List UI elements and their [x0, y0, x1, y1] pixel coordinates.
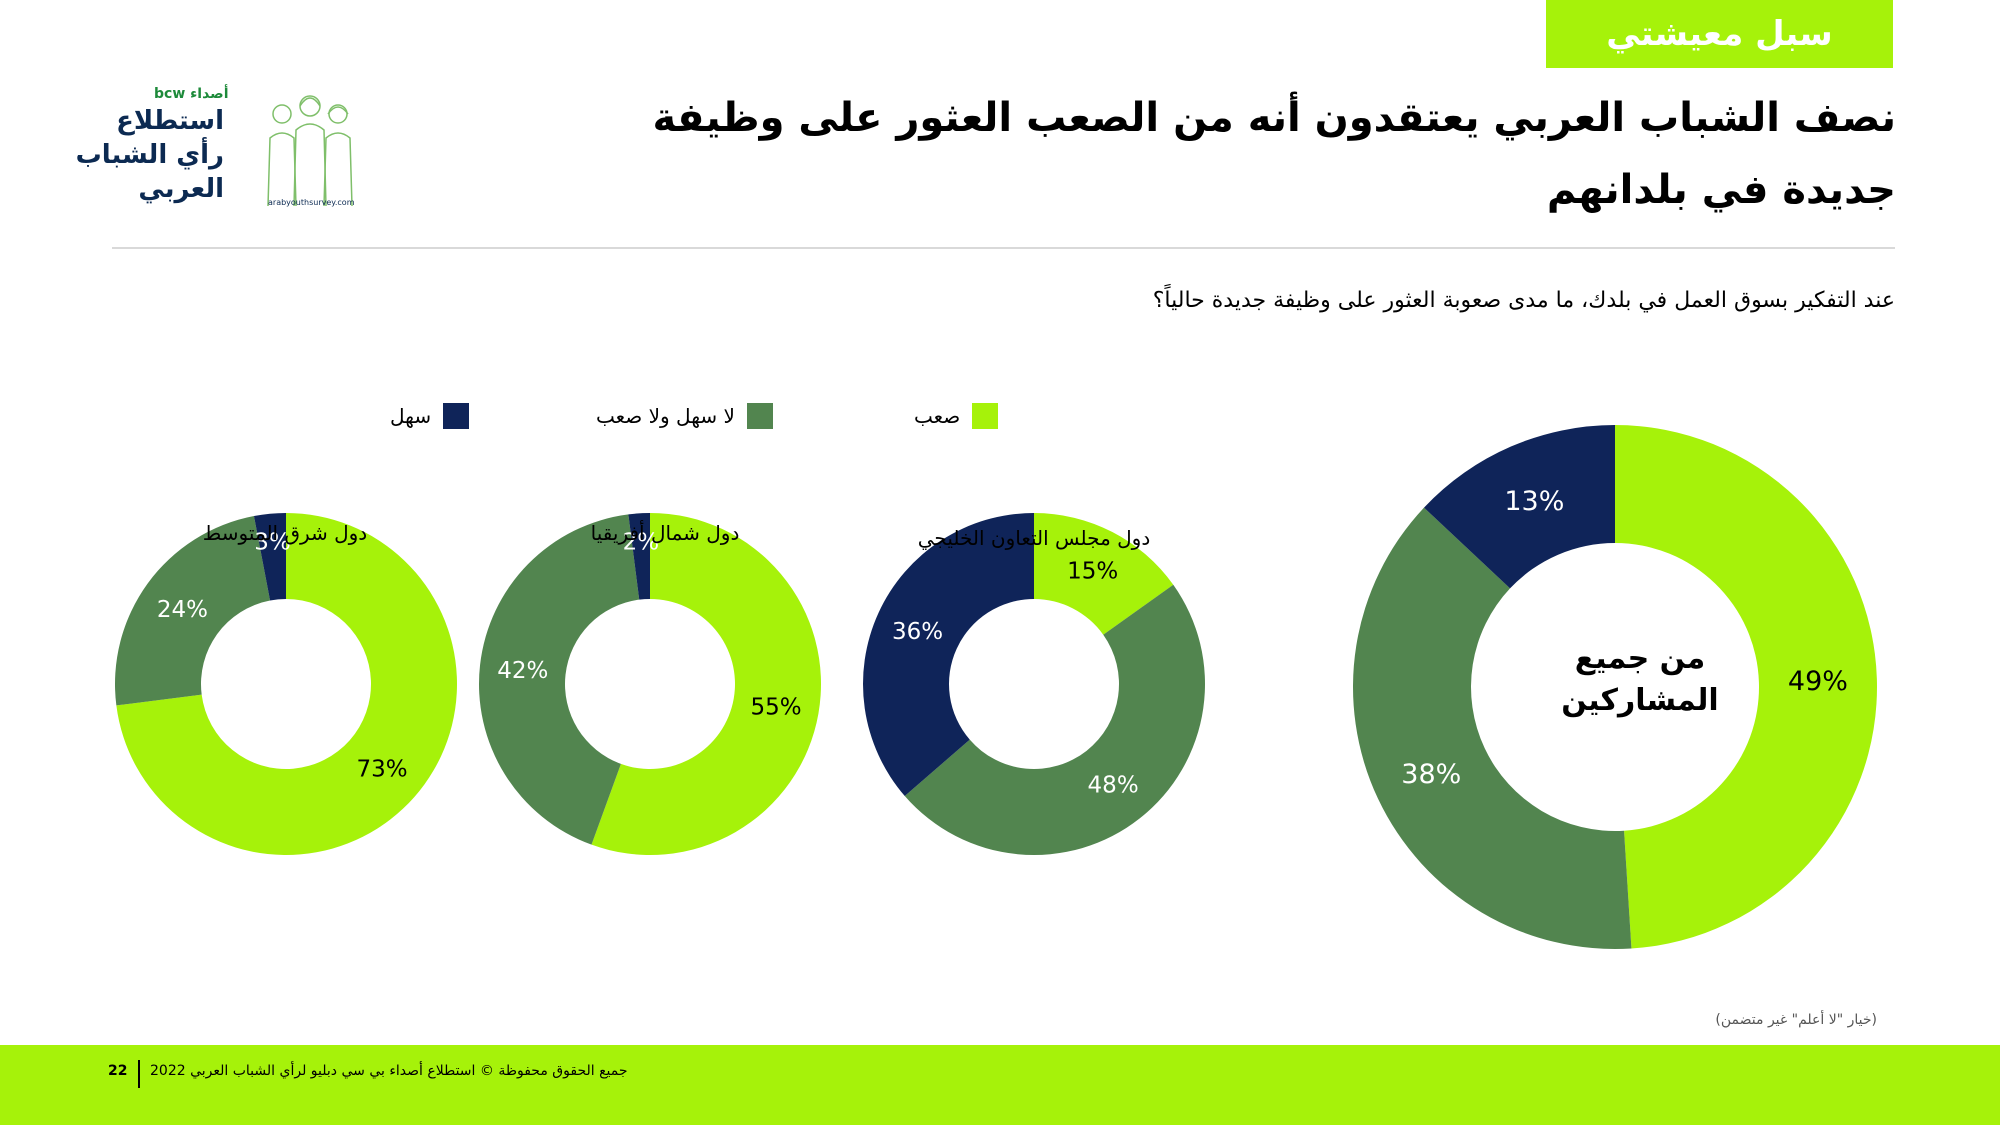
donut-1-segment-neutral: [904, 584, 1206, 856]
donut-2-label-easy: 2%: [623, 529, 660, 555]
donut-2-segment-neutral: [478, 514, 640, 845]
donut-1-label-neutral: 48%: [1088, 773, 1139, 799]
donut-2-label-neutral: 42%: [497, 658, 548, 684]
logo-line-1: استطلاع: [116, 106, 224, 136]
donut-3-segment-easy: [253, 513, 286, 601]
donut-1-title: دول مجلس التعاون الخليجي: [918, 526, 1150, 551]
donut-0-label-difficult: 49%: [1788, 666, 1848, 697]
donut-3-label-easy: 3%: [254, 530, 291, 556]
footer-separator: [138, 1060, 140, 1088]
donut-1-label-easy: 36%: [892, 619, 943, 645]
legend-label-difficult: صعب: [914, 404, 961, 428]
donut-0-label-neutral: 38%: [1401, 759, 1461, 790]
header-divider: [112, 247, 1895, 249]
donut-0-segment-easy: [1424, 425, 1615, 589]
footnote: (خيار "لا أعلم" غير متضمن): [1715, 1012, 1877, 1028]
donut-1-label-difficult: 15%: [1067, 558, 1118, 584]
donut-1-segment-difficult: [1034, 513, 1174, 635]
donut-2-segment-difficult: [591, 513, 821, 855]
footer-bar: [0, 1045, 2000, 1125]
survey-question: عند التفكير بسوق العمل في بلدك، ما مدى ص…: [1152, 288, 1895, 313]
donut-0-segment-difficult: [1615, 425, 1877, 949]
legend-swatch-easy: [443, 403, 470, 429]
footer-copyright: جميع الحقوق محفوظة © استطلاع أصداء بي سي…: [150, 1063, 628, 1079]
legend-item-difficult: صعب: [914, 402, 999, 430]
page-number: 22: [108, 1063, 128, 1079]
donut-2-label-difficult: 55%: [750, 694, 801, 720]
section-tag: سبل معيشتي: [1546, 0, 1893, 68]
donut-2-segment-easy: [628, 513, 650, 600]
donut-0-title-line-1: من جميع: [1575, 641, 1706, 676]
donut-0-segment-neutral: [1353, 507, 1632, 949]
donut-3-segment-difficult: [116, 513, 457, 855]
logo-url: arabyouthsurvey.com: [268, 198, 355, 207]
logo-line-3: العربي: [138, 174, 224, 204]
legend-swatch-neutral: [746, 403, 773, 429]
donut-3-segment-neutral: [115, 516, 271, 706]
legend-item-neutral: لا سهل ولا صعب: [596, 402, 773, 430]
logo-line-2: رأي الشباب: [75, 140, 224, 170]
page-title: نصف الشباب العربي يعتقدون أنه من الصعب ا…: [652, 95, 1896, 213]
donut-3-label-neutral: 24%: [157, 597, 208, 623]
legend-label-neutral: لا سهل ولا صعب: [596, 404, 735, 428]
donut-2-title: دول شمال أفريقيا: [591, 520, 740, 545]
donut-0-title-line-2: المشاركين: [1561, 683, 1718, 718]
legend-item-easy: سهل: [390, 402, 470, 430]
logo-brand: bcw أصداء: [154, 86, 229, 102]
people-illustration-icon: [267, 95, 353, 207]
donut-0-label-easy: 13%: [1504, 486, 1564, 517]
legend-swatch-difficult: [972, 403, 999, 429]
legend-label-easy: سهل: [390, 404, 432, 428]
donut-1-segment-easy: [863, 513, 1034, 796]
survey-logo: bcw أصداء استطلاع رأي الشباب العربي arab…: [75, 84, 360, 214]
donut-3-title: دول شرق المتوسط: [203, 521, 367, 545]
donut-3-label-difficult: 73%: [356, 757, 407, 783]
